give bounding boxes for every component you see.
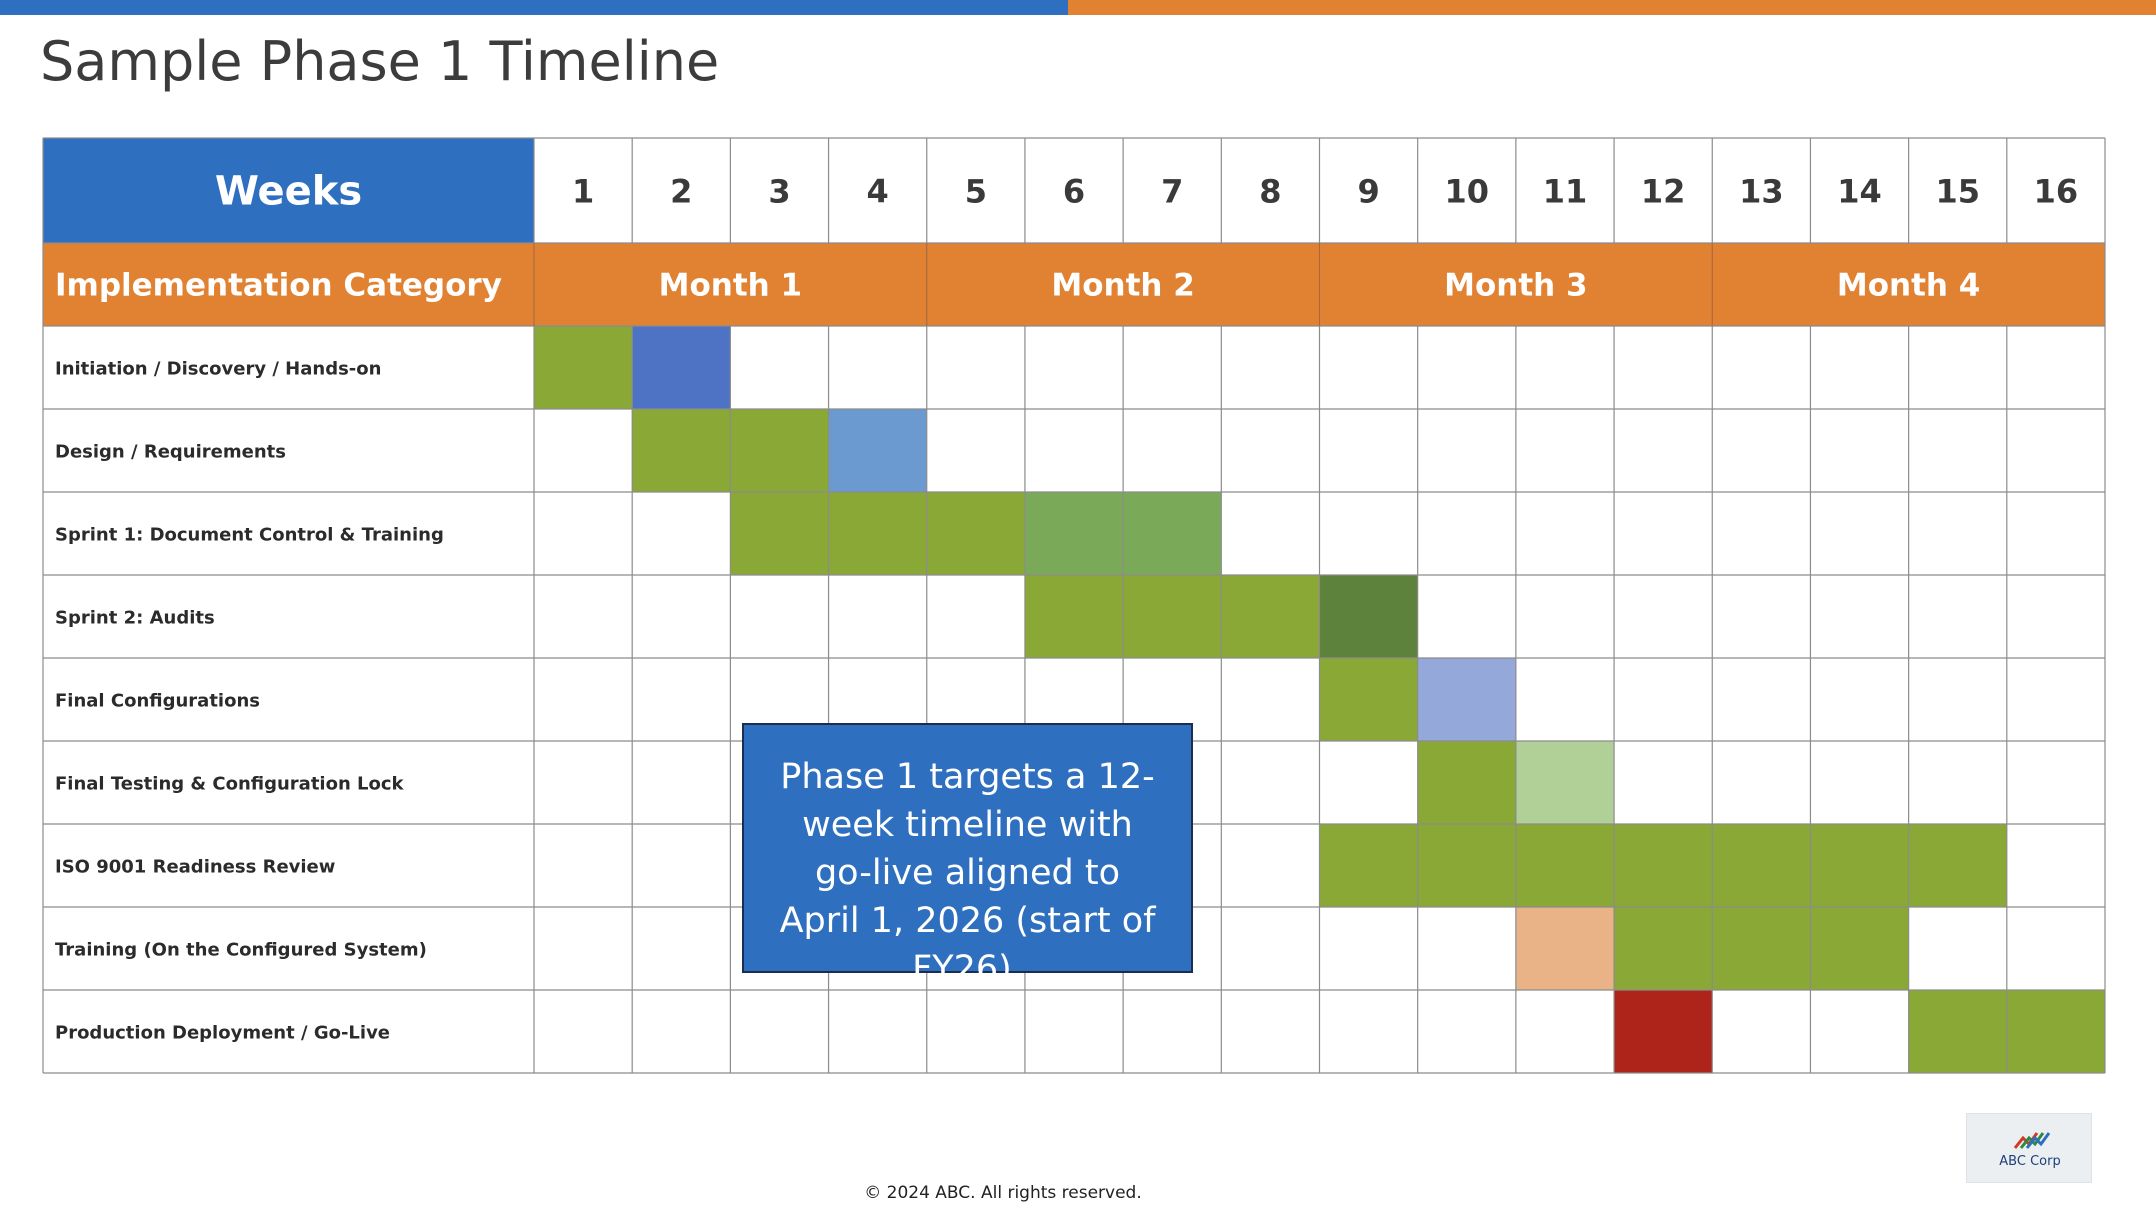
task-bar	[1024, 575, 1320, 658]
chart-logo-icon	[2013, 1132, 2051, 1149]
month-cell	[927, 244, 1319, 325]
week-number: 6	[1063, 173, 1085, 211]
top-accent-bar-orange	[1068, 0, 2156, 15]
month-cell	[1713, 244, 2104, 325]
week-number: 4	[867, 173, 889, 211]
month-cell	[535, 244, 926, 325]
week-number: 1	[572, 173, 594, 211]
category-label: Production Deployment / Go-Live	[55, 1023, 390, 1044]
week-number: 8	[1259, 173, 1281, 211]
month-label: Month 2	[1051, 268, 1194, 304]
category-label: Sprint 1: Document Control & Training	[55, 525, 444, 546]
page-title: Sample Phase 1 Timeline	[40, 30, 720, 93]
month-label: Month 4	[1837, 268, 1980, 304]
timeline-callout: Phase 1 targets a 12-week timeline with …	[742, 723, 1193, 989]
month-label: Month 1	[659, 268, 802, 304]
task-bar	[1417, 658, 1516, 741]
category-header: Implementation Category	[55, 268, 502, 304]
week-number: 13	[1739, 173, 1784, 211]
week-number: 5	[965, 173, 987, 211]
task-bar	[632, 326, 731, 409]
week-number: 15	[1935, 173, 1980, 211]
task-bar	[1417, 741, 1516, 824]
task-bar	[1123, 492, 1222, 575]
week-number: 11	[1543, 173, 1588, 211]
week-number: 14	[1837, 173, 1882, 211]
week-number: 3	[768, 173, 790, 211]
week-number: 7	[1161, 173, 1183, 211]
weeks-header: Weeks	[215, 169, 362, 215]
company-logo: ABC Corp	[1966, 1113, 2092, 1183]
task-bar	[1614, 990, 1713, 1073]
month-cell	[1320, 244, 1712, 325]
category-label: Sprint 2: Audits	[55, 608, 215, 629]
week-number: 16	[2034, 173, 2079, 211]
task-bar	[1319, 658, 1418, 741]
category-label: Initiation / Discovery / Hands-on	[55, 359, 381, 380]
weeks-header-cell	[43, 138, 534, 243]
task-bar	[534, 326, 633, 409]
month-label: Month 3	[1444, 268, 1587, 304]
week-number: 2	[670, 173, 692, 211]
task-bar	[1614, 907, 1909, 990]
category-label: Final Configurations	[55, 691, 260, 712]
category-label: Training (On the Configured System)	[55, 940, 427, 961]
category-label: Final Testing & Configuration Lock	[55, 774, 405, 795]
logo-text: ABC Corp	[1999, 1154, 2061, 1169]
task-bar	[1319, 575, 1418, 658]
week-number: 12	[1641, 173, 1686, 211]
top-accent-bar-blue	[0, 0, 1068, 15]
category-label: Design / Requirements	[55, 442, 286, 463]
week-number: 10	[1445, 173, 1490, 211]
task-bar	[1319, 824, 2007, 907]
task-bar	[828, 409, 927, 492]
week-number: 9	[1357, 173, 1379, 211]
task-bar	[730, 492, 1025, 575]
copyright-footer: © 2024 ABC. All rights reserved.	[864, 1183, 1142, 1203]
task-bar	[1515, 741, 1615, 824]
category-label: ISO 9001 Readiness Review	[55, 857, 335, 878]
task-bar	[1024, 492, 1124, 575]
task-bar	[1515, 907, 1615, 990]
